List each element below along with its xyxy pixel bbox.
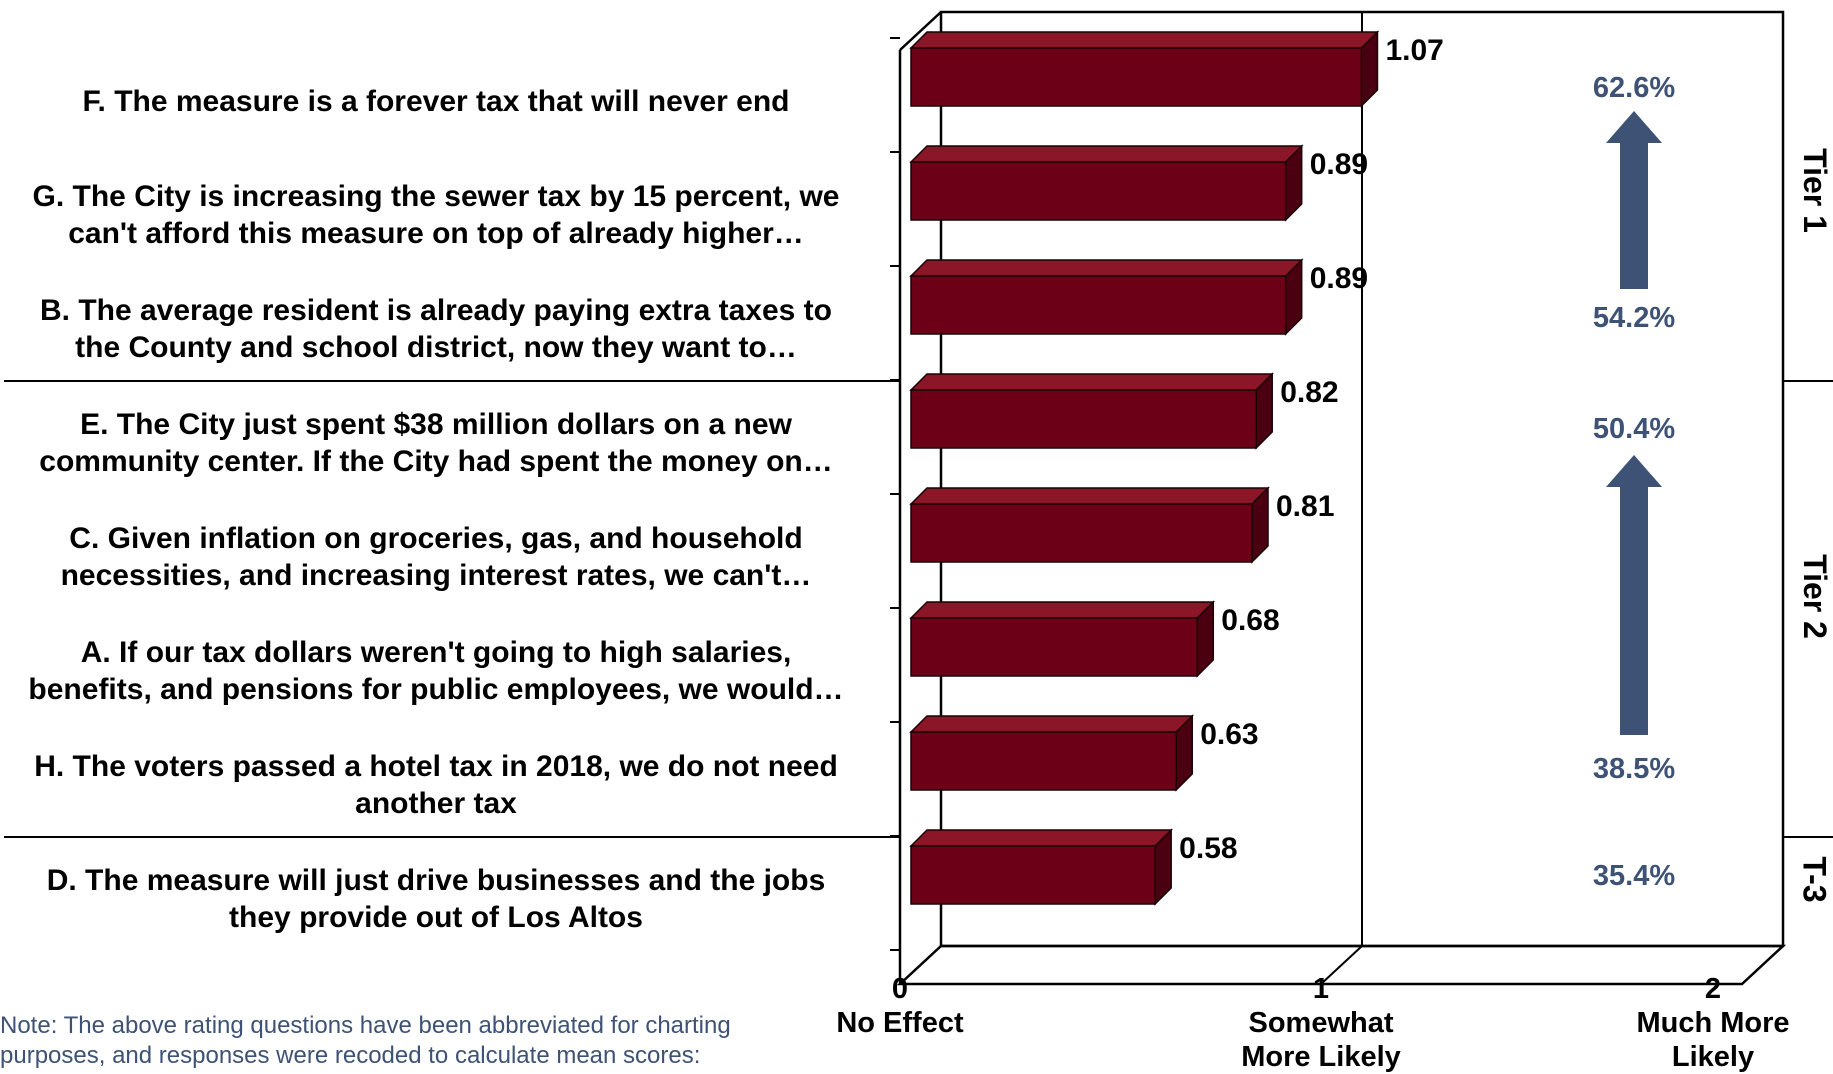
note-line-2: purposes, and responses were recoded to … xyxy=(0,1042,701,1069)
tier-label: T-3 xyxy=(1796,855,1833,903)
category-label-line: B. The average resident is already payin… xyxy=(39,294,832,327)
tier-2-arrow xyxy=(1606,455,1662,735)
x-tick-label: 1 Somewhat More Likely xyxy=(1201,972,1441,1074)
x-tick-text: No Effect xyxy=(836,1007,964,1039)
category-label: H. The voters passed a hotel tax in 2018… xyxy=(0,748,876,822)
floor-gridline-1 xyxy=(1320,945,1363,985)
category-label: C. Given inflation on groceries, gas, an… xyxy=(0,520,876,594)
category-label-line: A. If our tax dollars weren't going to h… xyxy=(80,636,792,669)
category-label: F. The measure is a forever tax that wil… xyxy=(0,83,876,120)
x-tick-text: Much More xyxy=(1636,1007,1790,1039)
category-label: E. The City just spent $38 million dolla… xyxy=(0,406,876,480)
percent-label: 38.5% xyxy=(1593,753,1675,785)
bar-top xyxy=(909,487,1270,505)
bar-top xyxy=(909,829,1173,847)
category-label-line: E. The City just spent $38 million dolla… xyxy=(80,408,792,441)
floor xyxy=(896,944,1787,986)
x-tick-label: 0 No Effect xyxy=(780,972,1020,1040)
category-label-line: the County and school district, now they… xyxy=(75,331,797,364)
x-tick-label: 2 Much More Likely xyxy=(1593,972,1833,1074)
category-label-line: can't afford this measure on top of alre… xyxy=(68,217,804,250)
tier-label: Tier 2 xyxy=(1796,553,1833,639)
category-label-line: C. Given inflation on groceries, gas, an… xyxy=(69,522,803,555)
category-label-line: necessities, and increasing interest rat… xyxy=(60,559,812,592)
category-label-line: G. The City is increasing the sewer tax … xyxy=(32,180,840,213)
category-label-line: they provide out of Los Altos xyxy=(229,901,643,934)
bar xyxy=(910,389,1257,449)
percent-label: 50.4% xyxy=(1593,413,1675,445)
bar-top xyxy=(909,145,1304,163)
category-label-line: another tax xyxy=(355,787,517,820)
x-tick-number: 0 xyxy=(891,973,909,1005)
bar xyxy=(910,47,1363,107)
x-tick-text: Likely xyxy=(1671,1041,1755,1073)
bar-top xyxy=(909,373,1275,391)
percent-label: 62.6% xyxy=(1593,72,1675,104)
bar xyxy=(910,845,1156,905)
percent-label: 35.4% xyxy=(1593,860,1675,892)
bar-value-label: 1.07 xyxy=(1385,34,1443,67)
x-tick-number: 1 xyxy=(1312,973,1330,1005)
tier-label: Tier 1 xyxy=(1796,147,1833,233)
bar-value-label: 0.63 xyxy=(1200,718,1258,751)
bar-top xyxy=(909,601,1216,619)
percent-label: 54.2% xyxy=(1593,302,1675,334)
bar xyxy=(910,617,1199,677)
bar-value-label: 0.89 xyxy=(1310,148,1368,181)
bar-value-label: 0.82 xyxy=(1280,376,1338,409)
tier-1-arrow xyxy=(1606,111,1662,289)
category-label: D. The measure will just drive businesse… xyxy=(0,862,876,936)
bar-top xyxy=(909,715,1195,733)
bar xyxy=(910,731,1177,791)
category-label-line: community center. If the City had spent … xyxy=(39,445,833,478)
bar-value-label: 0.68 xyxy=(1221,604,1279,637)
bar-value-label: 0.89 xyxy=(1310,262,1368,295)
bar-value-label: 0.81 xyxy=(1276,490,1334,523)
bar-top xyxy=(909,31,1380,49)
note-line-1: Note: The above rating questions have be… xyxy=(0,1012,731,1039)
category-label-line: F. The measure is a forever tax that wil… xyxy=(82,84,790,118)
bar xyxy=(910,161,1287,221)
bar xyxy=(910,503,1253,563)
category-label-line: H. The voters passed a hotel tax in 2018… xyxy=(34,750,838,783)
x-tick-number: 2 xyxy=(1704,973,1722,1005)
x-tick-text: Somewhat xyxy=(1248,1007,1394,1039)
bar-value-label: 0.58 xyxy=(1179,832,1237,865)
category-label: A. If our tax dollars weren't going to h… xyxy=(0,634,876,708)
category-label: B. The average resident is already payin… xyxy=(0,292,876,366)
left-axis-top xyxy=(899,11,942,51)
bar xyxy=(910,275,1287,335)
bar-top xyxy=(909,259,1304,277)
category-label-line: benefits, and pensions for public employ… xyxy=(28,673,844,706)
chart-note: Note: The above rating questions have be… xyxy=(0,1011,760,1071)
category-label: G. The City is increasing the sewer tax … xyxy=(0,178,876,252)
x-tick-text: More Likely xyxy=(1241,1041,1401,1073)
category-label-line: D. The measure will just drive businesse… xyxy=(46,864,826,897)
